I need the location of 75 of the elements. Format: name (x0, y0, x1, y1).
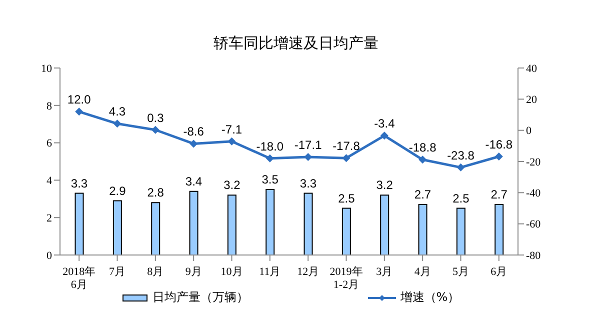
data-label: 2.7 (490, 188, 508, 202)
data-label: -18.0 (256, 139, 284, 154)
data-label: -16.8 (485, 138, 513, 152)
bar (342, 208, 351, 255)
point (456, 163, 465, 172)
bar (74, 192, 84, 255)
data-label: -8.6 (183, 124, 204, 139)
data-label: 3.3 (70, 176, 88, 190)
y2-tick-label: 20 (526, 94, 538, 106)
point (75, 108, 84, 116)
legend-label: 增速（%） (400, 289, 460, 306)
bar (456, 208, 466, 255)
data-label: -23.8 (447, 148, 475, 162)
data-label: 3.2 (376, 178, 394, 192)
point (151, 126, 160, 134)
y-tick-label: 4 (46, 175, 52, 188)
data-label: 2.5 (452, 191, 470, 206)
bar (494, 204, 504, 255)
point (190, 140, 198, 148)
point (228, 137, 236, 146)
bar (380, 194, 390, 255)
point (380, 132, 388, 140)
x-tick-label: 4月 (414, 266, 431, 278)
data-label: 3.5 (262, 172, 279, 187)
point (342, 154, 350, 162)
y2-tick-label: -60 (526, 218, 542, 231)
bar (304, 192, 313, 255)
x-tick-label: 10月 (220, 266, 243, 278)
data-label: 2.7 (414, 188, 432, 202)
bar (189, 190, 198, 255)
y2-tick-label: -40 (526, 188, 542, 200)
data-label: 3.4 (185, 174, 202, 188)
y2-tick-label: 40 (526, 62, 538, 75)
data-label: 3.2 (224, 178, 241, 192)
x-tick-label: 8月 (147, 266, 164, 278)
y2-tick-label: 0 (526, 125, 532, 138)
x-tick-label: 3月 (376, 266, 393, 278)
data-label: -3.4 (374, 116, 396, 131)
data-label: -17.1 (294, 138, 322, 152)
bar (266, 189, 275, 255)
x-tick-label: 6月 (490, 266, 508, 278)
bar (112, 200, 122, 255)
x-tick-label: 2018年 6月 (62, 266, 96, 291)
y2-tick-label: -20 (526, 156, 542, 168)
data-label: -7.1 (221, 122, 242, 136)
data-label: 3.3 (300, 176, 317, 190)
x-tick-label: 7月 (109, 266, 126, 278)
data-label: 0.3 (147, 110, 164, 125)
y2-tick-label: -80 (526, 250, 542, 262)
chart-title: 轿车同比增速及日均产量 (212, 34, 380, 53)
bar (227, 194, 236, 255)
point (418, 156, 427, 164)
y-tick-label: 0 (46, 250, 52, 262)
x-tick-label: 9月 (185, 266, 202, 278)
y-tick-label: 10 (41, 62, 52, 75)
x-tick-label: 5月 (452, 266, 469, 278)
data-label: -17.8 (332, 139, 360, 154)
x-tick-label: 2019年 1-2月 (330, 266, 363, 291)
bar (151, 202, 160, 255)
data-label: 4.3 (108, 104, 126, 119)
legend-label: 日均产量（万辆） (152, 289, 248, 306)
bar (418, 204, 428, 255)
x-tick-label: 12月 (297, 266, 320, 278)
data-label: 2.8 (147, 186, 164, 200)
data-label: 2.9 (109, 184, 126, 198)
y-tick-label: 6 (46, 138, 52, 150)
data-label: 2.5 (338, 191, 356, 206)
y-tick-label: 2 (46, 212, 52, 225)
point (113, 120, 122, 128)
point (494, 152, 503, 161)
point (266, 154, 274, 162)
x-tick-label: 11月 (259, 266, 281, 278)
data-label: -18.8 (408, 140, 437, 155)
y-tick-label: 8 (46, 100, 52, 112)
data-label: 12.0 (67, 92, 92, 107)
